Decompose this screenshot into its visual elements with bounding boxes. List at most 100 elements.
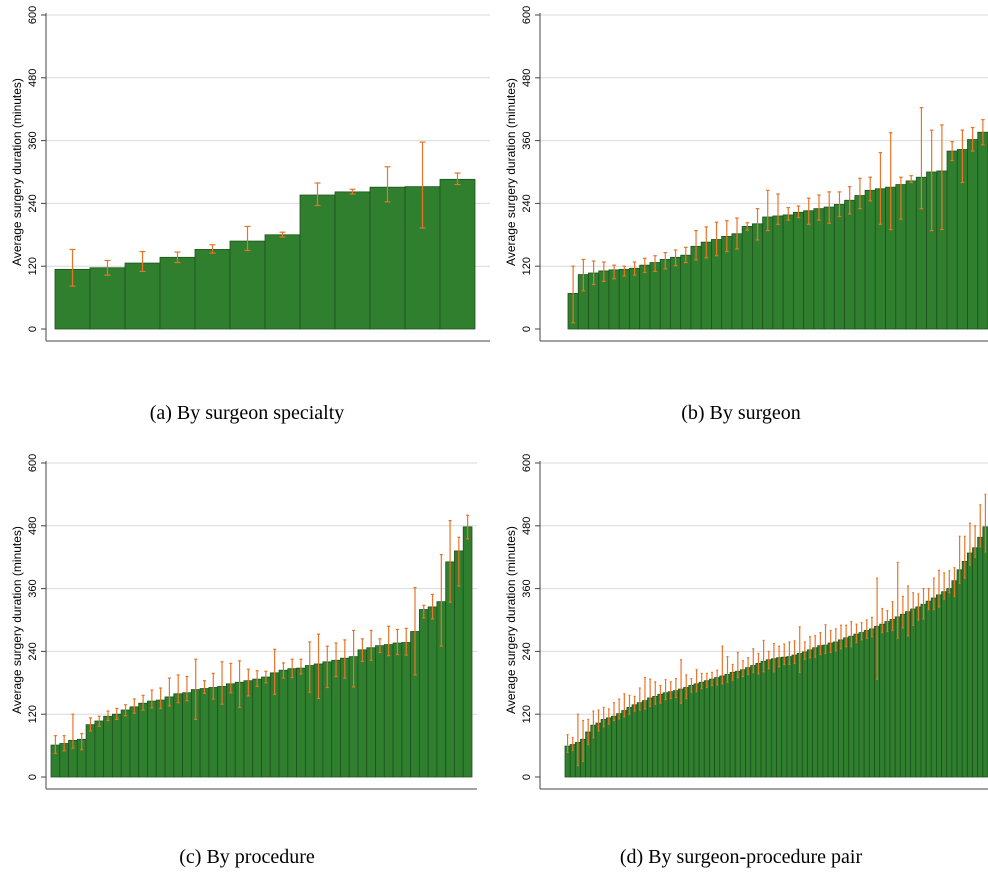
error-bar: [716, 669, 719, 686]
y-axis-title: Average surgery duration (minutes): [504, 78, 518, 266]
error-bar: [622, 265, 627, 277]
bar: [858, 632, 865, 778]
bar: [688, 685, 695, 778]
error-bar: [279, 231, 286, 238]
error-bar: [314, 182, 321, 207]
error-bar: [767, 650, 770, 670]
error-bar: [334, 642, 338, 678]
error-bar: [202, 680, 207, 694]
error-bar: [316, 633, 321, 700]
error-bar: [430, 593, 435, 620]
error-bar: [927, 588, 930, 611]
error-bar: [654, 681, 657, 705]
error-bar: [71, 713, 75, 749]
chart-b: 0 120 240 360 480 600 Average surgery duration…: [494, 0, 988, 360]
error-bar: [69, 248, 76, 287]
bar: [791, 654, 798, 778]
error-bar: [917, 593, 920, 621]
bar: [941, 591, 948, 778]
error-bar: [937, 569, 940, 608]
bar: [813, 208, 825, 330]
bar: [739, 669, 746, 778]
bar: [832, 641, 839, 778]
bar: [296, 667, 306, 778]
bar: [159, 256, 196, 330]
bar: [427, 606, 438, 778]
error-bar: [735, 217, 739, 250]
error-bar: [566, 734, 569, 754]
error-bar: [62, 735, 66, 752]
error-bar: [663, 251, 668, 270]
error-bar: [960, 129, 965, 184]
bar: [823, 206, 835, 330]
error-bar: [387, 625, 391, 657]
bar: [899, 613, 906, 778]
error-bar: [602, 706, 605, 728]
bar: [680, 254, 692, 330]
bar: [462, 526, 473, 778]
error-bar: [963, 535, 966, 579]
bar: [208, 687, 219, 778]
error-bar: [817, 194, 821, 221]
bar: [138, 702, 148, 778]
bar: [647, 697, 654, 778]
bar: [124, 262, 161, 330]
bar: [879, 623, 886, 778]
bar: [951, 580, 958, 778]
bar: [683, 687, 690, 778]
error-bar: [139, 250, 146, 273]
bar: [331, 659, 341, 778]
bar: [709, 678, 715, 778]
caption-d: (d) By surgeon-procedure pair: [619, 846, 863, 868]
bar: [616, 713, 623, 778]
error-bar: [855, 623, 858, 644]
error-bar: [633, 695, 636, 712]
bar: [848, 635, 855, 778]
error-bar: [736, 651, 739, 679]
bar: [817, 645, 824, 778]
error-bar: [834, 628, 837, 652]
bar: [155, 699, 166, 778]
y-tick-label: 360: [27, 131, 39, 149]
bar: [786, 656, 793, 778]
error-bar: [673, 249, 678, 267]
error-bar: [141, 694, 145, 711]
error-bar: [726, 656, 729, 683]
bar: [261, 676, 271, 778]
bar: [229, 240, 266, 330]
error-bar: [845, 624, 848, 648]
error-bar: [714, 221, 719, 257]
error-bar: [349, 188, 356, 195]
error-bar: [847, 186, 852, 215]
error-bar: [741, 660, 744, 678]
error-bar: [755, 208, 760, 241]
bar: [792, 211, 805, 330]
error-bar: [837, 191, 842, 218]
bar: [936, 594, 942, 778]
error-bar: [587, 718, 590, 746]
error-bar: [888, 132, 893, 231]
error-bar: [824, 624, 827, 655]
error-bar: [571, 265, 575, 324]
y-tick-label: 480: [521, 517, 533, 535]
error-bar: [643, 257, 647, 274]
bar: [111, 713, 122, 778]
error-bar: [752, 648, 755, 673]
error-bar: [299, 658, 303, 675]
error-bar: [700, 672, 703, 690]
bar: [631, 704, 638, 778]
error-bar: [454, 172, 461, 186]
bar: [827, 642, 834, 778]
error-bar: [819, 631, 822, 656]
bar: [649, 262, 661, 330]
error-bar: [174, 251, 181, 264]
error-bar: [576, 713, 579, 767]
error-bar: [176, 674, 180, 704]
error-bar: [705, 672, 708, 689]
bar: [724, 674, 731, 778]
error-bar: [858, 177, 862, 210]
error-bar: [669, 681, 672, 700]
bar-chart-c: 0 120 240 360 480 600 Average surgery duration…: [10, 454, 477, 790]
error-bar: [929, 129, 934, 232]
bar: [844, 199, 856, 330]
